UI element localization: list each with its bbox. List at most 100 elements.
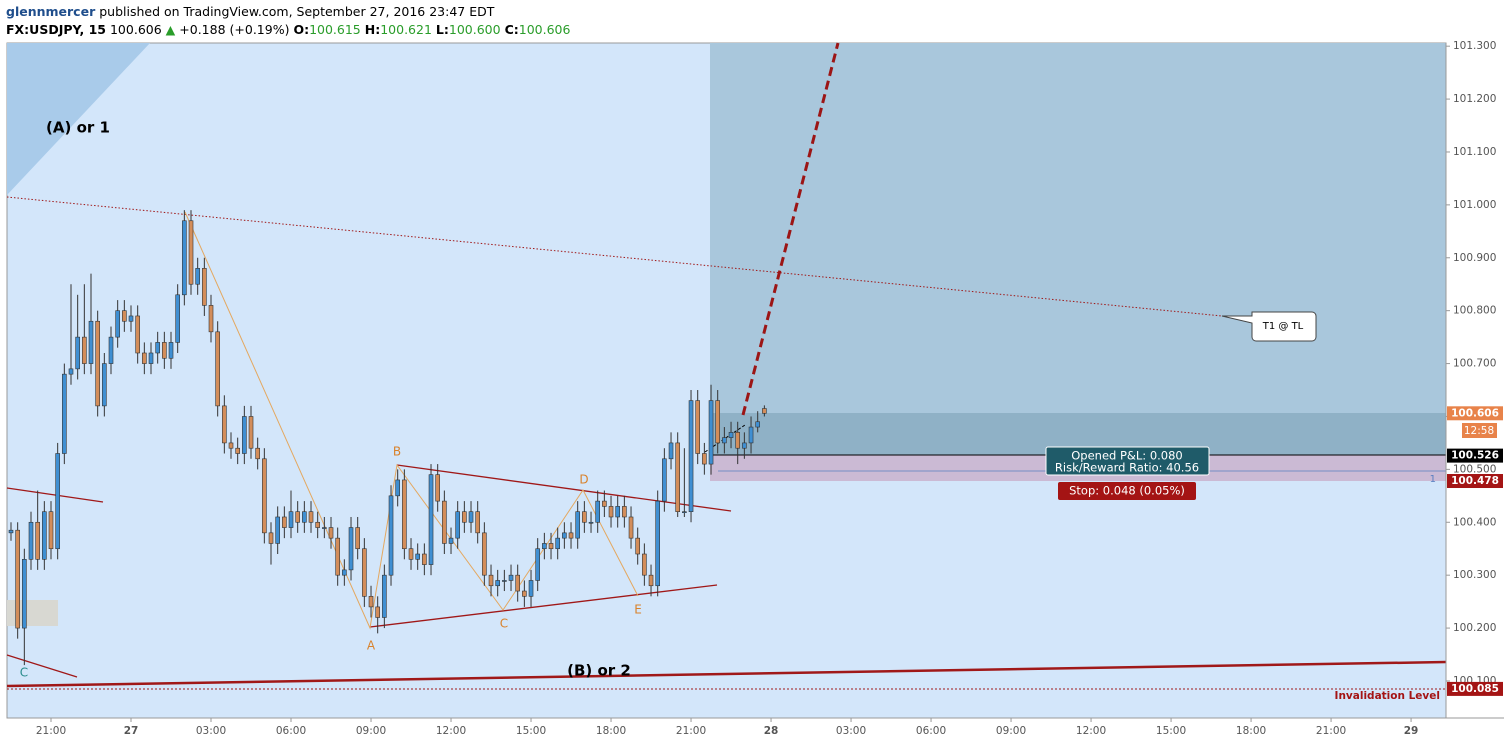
callout-text: T1 @ TL xyxy=(1262,321,1304,332)
wave-label: (A) or 1 xyxy=(46,119,110,137)
candle-body xyxy=(442,500,447,544)
zone xyxy=(7,600,58,626)
price-tag-label: 100.085 xyxy=(1451,683,1499,695)
countdown-tag xyxy=(1462,423,1497,438)
candle-body xyxy=(288,511,294,528)
candle-body xyxy=(28,521,34,560)
trendline xyxy=(6,487,104,503)
o-value: 100.615 xyxy=(309,22,361,37)
candle-body xyxy=(515,574,520,592)
candle-body xyxy=(495,580,500,587)
price-tag xyxy=(1447,474,1503,489)
candle-body xyxy=(508,574,514,581)
y-tick-label: 100.200 xyxy=(1453,622,1496,634)
candle-body xyxy=(368,596,374,608)
pnl-text: Opened P&L: 0.080 xyxy=(1071,449,1183,463)
h-value: 100.621 xyxy=(380,22,432,37)
candle-body xyxy=(68,368,74,375)
x-tick-label: 12:00 xyxy=(436,725,466,737)
candle-body xyxy=(535,548,540,581)
candle-body xyxy=(682,511,687,513)
candle-body xyxy=(215,331,220,407)
candle-body xyxy=(542,543,547,550)
x-tick-label: 18:00 xyxy=(596,725,626,737)
header: glennmercer published on TradingView.com… xyxy=(6,3,570,39)
candle-body xyxy=(502,580,507,582)
callout xyxy=(1221,311,1317,342)
candle-body xyxy=(708,400,714,465)
x-tick-label: 28 xyxy=(764,725,779,737)
c-label: C: xyxy=(504,22,519,37)
candle-body xyxy=(755,421,761,428)
countdown: 12:58 xyxy=(1464,425,1494,437)
candle-body xyxy=(308,511,314,523)
candle-body xyxy=(668,442,674,460)
candle-body xyxy=(148,352,154,364)
wave-label: E xyxy=(634,603,642,617)
candle-body xyxy=(395,479,400,497)
x-tick-label: 15:00 xyxy=(516,725,546,737)
projection xyxy=(741,42,840,416)
wave-label: C xyxy=(500,617,508,631)
candle-body xyxy=(88,320,94,364)
y-tick-label: 100.900 xyxy=(1453,252,1496,264)
candle-body xyxy=(208,305,214,333)
change: +0.188 (+0.19%) xyxy=(179,22,290,37)
candle-body xyxy=(355,527,360,550)
candle-body xyxy=(122,310,127,322)
candle-body xyxy=(188,220,194,285)
x-tick-label: 18:00 xyxy=(1236,725,1266,737)
candle-body xyxy=(735,432,741,449)
candle-body xyxy=(42,511,47,560)
candles xyxy=(8,210,767,666)
x-tick-label: 06:00 xyxy=(916,725,946,737)
x-tick-label: 12:00 xyxy=(1076,725,1106,737)
candle-body xyxy=(635,537,640,555)
chart: (A) or 1 (B) or 2 A B C D E C T1 @ TL Op… xyxy=(6,41,1504,737)
x-tick-label: 15:00 xyxy=(1156,725,1186,737)
candle-body xyxy=(522,590,527,597)
price-tag-label: 100.606 xyxy=(1451,407,1499,419)
candle-body xyxy=(695,400,700,454)
trendline xyxy=(6,196,1223,317)
candle-body xyxy=(462,511,467,523)
candle-body xyxy=(95,320,100,407)
candle-body xyxy=(348,527,354,571)
trendline xyxy=(369,584,718,628)
candle-body xyxy=(115,310,120,338)
x-tick-label: 03:00 xyxy=(196,725,226,737)
candle-body xyxy=(195,268,200,285)
candle-body xyxy=(62,373,67,454)
candle-body xyxy=(342,569,347,576)
x-tick-label: 03:00 xyxy=(836,725,866,737)
candle-body xyxy=(482,532,487,576)
x-tick-label: 06:00 xyxy=(276,725,306,737)
y-tick-label: 100.800 xyxy=(1453,305,1496,317)
candle-body xyxy=(135,315,140,354)
wave-label: (B) or 2 xyxy=(567,662,631,680)
candle-body xyxy=(235,447,240,454)
x-tick-label: 21:00 xyxy=(36,725,66,737)
candle-body xyxy=(228,442,234,449)
y-tick-label: 101.100 xyxy=(1453,146,1496,158)
price-tag xyxy=(1447,681,1503,696)
x-tick-label: 21:00 xyxy=(676,725,706,737)
candle-body xyxy=(562,532,567,539)
candle-body xyxy=(255,447,260,460)
candle-body xyxy=(595,500,600,523)
candle-body xyxy=(715,400,720,444)
y-tick-label: 101.200 xyxy=(1453,93,1496,105)
stop-box xyxy=(1058,482,1196,500)
candle-body xyxy=(642,553,647,576)
candle-body xyxy=(102,363,107,407)
candle-body xyxy=(275,516,280,544)
y-tick-label: 100.700 xyxy=(1453,358,1496,370)
candle-body xyxy=(142,352,147,364)
candle-body xyxy=(262,458,267,534)
candle-body xyxy=(608,506,614,518)
l-value: 100.600 xyxy=(448,22,501,37)
candle-body xyxy=(675,442,680,512)
candle-body xyxy=(588,521,594,524)
candle-body xyxy=(108,336,114,364)
